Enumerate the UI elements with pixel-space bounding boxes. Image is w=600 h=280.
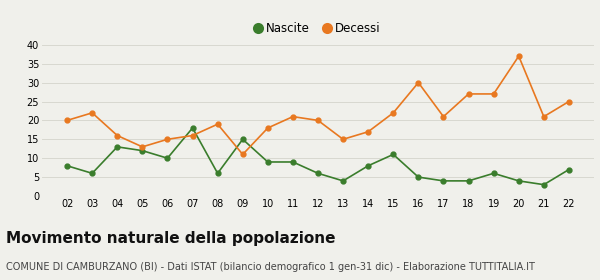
Legend: Nascite, Decessi: Nascite, Decessi: [251, 17, 385, 40]
Text: Movimento naturale della popolazione: Movimento naturale della popolazione: [6, 231, 335, 246]
Text: COMUNE DI CAMBURZANO (BI) - Dati ISTAT (bilancio demografico 1 gen-31 dic) - Ela: COMUNE DI CAMBURZANO (BI) - Dati ISTAT (…: [6, 262, 535, 272]
